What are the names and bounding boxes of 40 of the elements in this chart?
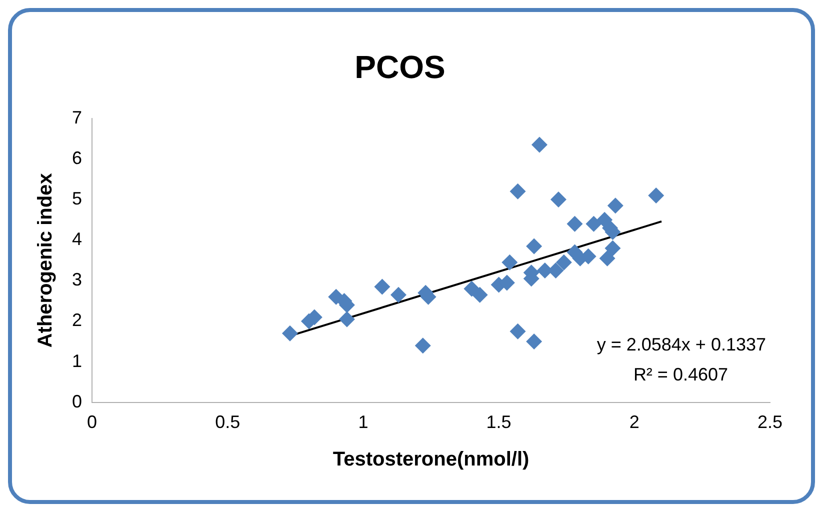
x-tick-label: 0 xyxy=(87,412,98,432)
point xyxy=(648,187,664,204)
point xyxy=(464,280,480,297)
annotation: y = 2.0584x + 0.1337 xyxy=(596,334,766,355)
point xyxy=(566,216,583,232)
point xyxy=(526,334,542,350)
y-tick-label: 3 xyxy=(72,270,82,290)
point xyxy=(586,216,602,232)
y-tick-label: 4 xyxy=(72,229,82,250)
x-tick-label: 1 xyxy=(358,412,368,432)
point xyxy=(526,238,542,254)
point xyxy=(502,254,518,270)
x-tick-label: 0.5 xyxy=(215,412,240,432)
point xyxy=(338,311,355,328)
point xyxy=(510,183,526,200)
point xyxy=(282,325,298,342)
point xyxy=(472,286,488,303)
point xyxy=(374,278,390,295)
point xyxy=(414,338,431,354)
annotation: R² = 0.4607 xyxy=(633,364,728,385)
y-tick-label: 7 xyxy=(72,107,82,128)
point xyxy=(604,240,621,256)
point xyxy=(550,192,566,208)
x-tick-label: 1.5 xyxy=(486,412,512,432)
chart-title: PCOS xyxy=(354,49,446,86)
y-tick-label: 2 xyxy=(72,310,82,330)
x-tick-label: 2 xyxy=(629,412,640,432)
point xyxy=(556,254,572,270)
x-axis-title: Testosterone(nmol/l) xyxy=(332,448,530,471)
y-tick-label: 0 xyxy=(72,391,82,412)
point xyxy=(510,323,526,340)
y-tick-label: 6 xyxy=(72,148,82,168)
x-tick-label: 2.5 xyxy=(757,412,783,432)
point xyxy=(599,250,616,266)
point xyxy=(531,136,548,153)
point xyxy=(607,198,624,214)
point xyxy=(390,286,406,303)
y-axis-title: Atherogenic index xyxy=(34,173,57,348)
y-tick-label: 1 xyxy=(72,350,82,371)
y-tick-label: 5 xyxy=(72,188,82,209)
